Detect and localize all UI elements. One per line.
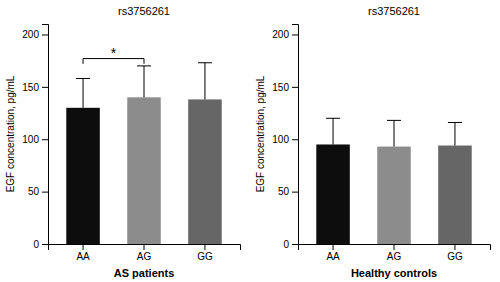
- y-tick-mark: [42, 87, 48, 88]
- y-tick: 200: [272, 29, 298, 40]
- x-axis-line: [299, 245, 491, 251]
- bar: [188, 99, 222, 244]
- x-tick-mark: [144, 244, 145, 250]
- y-tick-label: 0: [283, 239, 289, 250]
- y-tick: 0: [283, 239, 298, 250]
- error-bar: [326, 118, 340, 144]
- y-tick-mark: [42, 192, 48, 193]
- bar: [316, 144, 350, 244]
- bar: [66, 108, 100, 244]
- y-axis: 0 50 100 150 200: [272, 25, 298, 250]
- y-tick-mark: [292, 34, 298, 35]
- y-tick-label: 50: [28, 186, 40, 197]
- y-tick: 50: [28, 186, 48, 197]
- y-tick-label: 200: [22, 29, 39, 40]
- y-tick-label: 200: [272, 29, 289, 40]
- y-tick-mark: [292, 192, 298, 193]
- bar: [377, 147, 411, 244]
- x-tick-label: AG: [137, 251, 152, 262]
- y-axis-line: [292, 25, 299, 245]
- bar: [127, 97, 161, 244]
- y-tick: 200: [22, 29, 48, 40]
- panel: 0 50 100 150 200 AA AG GG rs3756261 Healthy contr…: [255, 5, 491, 279]
- x-axis: AA AG GG: [299, 244, 491, 262]
- x-tick: AA: [326, 244, 340, 262]
- significance-label: *: [111, 45, 117, 61]
- x-tick-mark: [333, 244, 334, 250]
- y-tick-mark: [42, 34, 48, 35]
- error-bar: [448, 122, 462, 145]
- x-tick-label: GG: [447, 251, 463, 262]
- x-tick: AA: [76, 244, 90, 262]
- y-tick: 150: [272, 82, 298, 93]
- y-tick-mark: [42, 139, 48, 140]
- y-tick: 100: [272, 134, 298, 145]
- y-tick-mark: [292, 244, 298, 245]
- x-tick-mark: [83, 244, 84, 250]
- x-tick: GG: [447, 244, 463, 262]
- x-tick-label: AG: [387, 251, 402, 262]
- x-tick: AG: [387, 244, 402, 262]
- title: rs3756261: [368, 5, 420, 17]
- error-bar: [137, 66, 151, 97]
- y-tick-label: 150: [22, 82, 39, 93]
- y-tick-mark: [292, 87, 298, 88]
- y-tick-label: 100: [22, 134, 39, 145]
- y-tick-mark: [42, 244, 48, 245]
- bar: [438, 146, 472, 244]
- x-tick-label: AA: [76, 251, 90, 262]
- y-tick: 150: [22, 82, 48, 93]
- error-bar: [76, 78, 90, 107]
- y-tick-label: 150: [272, 82, 289, 93]
- x-axis-line: [49, 245, 241, 251]
- y-axis-title: EGF concentration, pg/mL: [255, 75, 266, 192]
- y-tick-label: 100: [272, 134, 289, 145]
- x-tick-label: GG: [197, 251, 213, 262]
- chart: 0 50 100 150 200 AA AG GG rs3756261 AS patients EG…: [0, 0, 500, 282]
- panel: 0 50 100 150 200 AA AG GG rs3756261 AS patients EG…: [5, 5, 241, 279]
- plot-area: [316, 118, 471, 244]
- x-tick-mark: [454, 244, 455, 250]
- x-tick-label: AA: [326, 251, 340, 262]
- error-bar: [198, 63, 212, 100]
- y-tick: 100: [22, 134, 48, 145]
- x-tick-mark: [204, 244, 205, 250]
- y-axis-title: EGF concentration, pg/mL: [5, 75, 16, 192]
- y-tick-label: 0: [33, 239, 39, 250]
- x-axis-title: AS patients: [114, 267, 175, 279]
- x-tick: AG: [137, 244, 152, 262]
- x-axis-title: Healthy controls: [351, 267, 437, 279]
- y-tick-mark: [292, 139, 298, 140]
- plot-area: [66, 63, 221, 244]
- y-axis: 0 50 100 150 200: [22, 25, 48, 250]
- x-axis: AA AG GG: [49, 244, 241, 262]
- error-bar: [387, 120, 401, 146]
- y-tick: 0: [33, 239, 48, 250]
- y-tick-label: 50: [278, 186, 290, 197]
- y-axis-line: [42, 25, 49, 245]
- x-tick-mark: [394, 244, 395, 250]
- x-tick: GG: [197, 244, 213, 262]
- y-tick: 50: [278, 186, 298, 197]
- title: rs3756261: [118, 5, 170, 17]
